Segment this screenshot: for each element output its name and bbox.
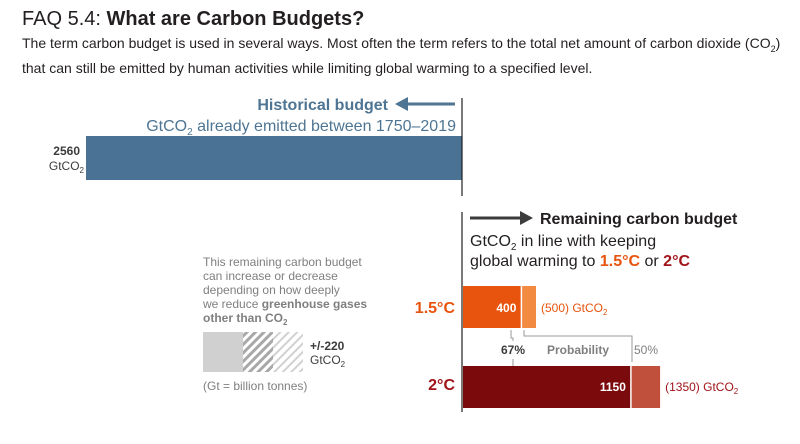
side-note: This remaining carbon budget can increas… bbox=[202, 255, 367, 327]
remaining-subtitle-line1: GtCO2 in line with keeping bbox=[470, 233, 656, 253]
side-note-line2: can increase or decrease bbox=[203, 269, 338, 283]
historical-subtitle: GtCO2 already emitted between 1750–2019 bbox=[146, 118, 456, 138]
page-title: FAQ 5.4: What are Carbon Budgets? bbox=[22, 8, 364, 31]
value-label-1-5c-50pct: (500) GtCO2 bbox=[541, 301, 608, 317]
uncertainty-box-hatched bbox=[243, 332, 273, 372]
uncertainty-box-hatched-light bbox=[273, 332, 303, 372]
historical-title: Historical budget bbox=[257, 97, 388, 114]
uncertainty-range-label: +/-220 bbox=[310, 339, 345, 353]
historical-bar bbox=[86, 136, 462, 180]
side-note-line5: other than CO2 bbox=[203, 311, 288, 327]
historical-unit-label: GtCO2 bbox=[49, 159, 85, 175]
right-arrow-icon bbox=[470, 211, 533, 225]
intro-text-start: The term carbon budget is used in severa… bbox=[22, 35, 771, 51]
category-label-1-5c: 1.5°C bbox=[415, 300, 456, 317]
intro-text-end: ) that can still be emitted by human act… bbox=[22, 35, 781, 76]
side-note-line3: depending on how deeply bbox=[203, 283, 340, 297]
side-note-line4: we reduce greenhouse gases bbox=[202, 297, 367, 311]
remaining-subtitle-line2: global warming to 1.5°C or 2°C bbox=[470, 253, 690, 270]
uncertainty-box-solid bbox=[203, 332, 243, 372]
value-label-1-5c: 400 bbox=[496, 301, 516, 315]
intro-paragraph: The term carbon budget is used in severa… bbox=[22, 34, 792, 78]
intro-subscript: 2 bbox=[770, 43, 776, 54]
probability-50-label: 50% bbox=[634, 343, 658, 357]
faq-question: What are Carbon Budgets? bbox=[106, 8, 365, 30]
bar-2c-67pct bbox=[463, 366, 631, 408]
category-label-2c: 2°C bbox=[428, 377, 455, 394]
value-label-2c: 1150 bbox=[600, 380, 626, 394]
remaining-title: Remaining carbon budget bbox=[540, 211, 738, 228]
historical-value-label: 2560 bbox=[53, 144, 80, 158]
uncertainty-range-unit: GtCO2 bbox=[310, 353, 346, 369]
footnote: (Gt = billion tonnes) bbox=[203, 379, 307, 393]
bar-1-5c-67pct bbox=[463, 286, 522, 328]
left-arrow-icon bbox=[395, 97, 455, 111]
probability-label: Probability bbox=[547, 343, 609, 357]
probability-67-label: 67% bbox=[501, 343, 525, 357]
side-note-line1: This remaining carbon budget bbox=[203, 255, 362, 269]
value-label-2c-50pct: (1350) GtCO2 bbox=[665, 380, 739, 396]
faq-label: FAQ 5.4: bbox=[22, 8, 101, 30]
